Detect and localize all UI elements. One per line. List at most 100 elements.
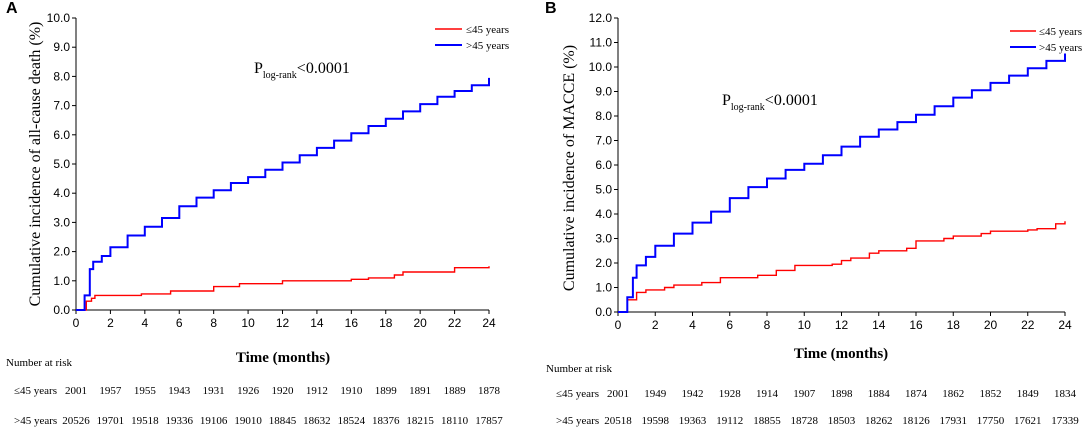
risk-value: 18215: [406, 415, 434, 427]
x-tick-label: 14: [310, 316, 324, 330]
y-tick-label: 8.0: [53, 69, 70, 83]
risk-value: 17750: [977, 415, 1005, 427]
y-tick-label: 9.0: [53, 40, 70, 54]
risk-value: 19106: [200, 415, 228, 427]
y-tick-label: 6.0: [595, 158, 612, 172]
risk-value: 1862: [942, 388, 964, 400]
risk-value: 1955: [134, 385, 157, 397]
p-subscript: log-rank: [263, 70, 297, 81]
risk-value: 17621: [1014, 415, 1042, 427]
y-tick-label: 5.0: [53, 157, 70, 171]
risk-table-title: Number at risk: [6, 357, 72, 369]
risk-value: 18376: [372, 415, 400, 427]
y-tick-label: 8.0: [595, 109, 612, 123]
risk-value: 19112: [716, 415, 743, 427]
risk-value: 18728: [791, 415, 819, 427]
x-tick-label: 8: [764, 318, 771, 332]
legend-label: ≤45 years: [1039, 26, 1082, 38]
risk-row-label: ≤45 years: [14, 385, 57, 397]
x-tick-label: 6: [726, 318, 733, 332]
x-tick-label: 24: [482, 316, 496, 330]
risk-row-label: ≤45 years: [556, 388, 599, 400]
risk-value: 17339: [1051, 415, 1079, 427]
risk-value: 19010: [234, 415, 262, 427]
risk-value: 1926: [237, 385, 260, 397]
risk-value: 19336: [166, 415, 194, 427]
risk-table: Number at risk ≤45 years 2001 1949 1942 1928 1…: [546, 363, 1079, 427]
y-tick-label: 6.0: [53, 128, 70, 142]
series-line-le45: [76, 266, 490, 311]
x-tick-label: 14: [872, 318, 886, 332]
risk-row-label: >45 years: [556, 415, 599, 427]
risk-value: 19701: [97, 415, 125, 427]
legend-label: >45 years: [466, 40, 509, 52]
series-line-gt45: [76, 77, 490, 311]
risk-value: 1942: [682, 388, 704, 400]
risk-value: 18524: [338, 415, 366, 427]
y-tick-label: 1.0: [53, 274, 70, 288]
x-tick-label: 6: [176, 316, 183, 330]
y-tick-label: 4.0: [595, 207, 612, 221]
x-tick-label: 4: [689, 318, 696, 332]
legend-label: ≤45 years: [466, 24, 509, 36]
x-tick-label: 0: [73, 316, 80, 330]
x-tick-label: 12: [835, 318, 849, 332]
risk-value: 1931: [203, 385, 225, 397]
x-tick-label: 20: [984, 318, 998, 332]
x-tick-label: 10: [241, 316, 255, 330]
risk-value: 1914: [756, 388, 779, 400]
risk-value: 17857: [475, 415, 503, 427]
risk-row-label: >45 years: [14, 415, 57, 427]
risk-value: 1884: [868, 388, 891, 400]
p-value-annotation: Plog-rank<0.0001: [722, 92, 818, 113]
risk-value: 1907: [793, 388, 816, 400]
p-value: <0.0001: [297, 60, 350, 77]
series-line-le45: [618, 221, 1066, 313]
legend: ≤45 years >45 years: [1010, 26, 1082, 54]
risk-value: 1874: [905, 388, 928, 400]
risk-value: 1928: [719, 388, 742, 400]
p-subscript: log-rank: [731, 102, 765, 113]
panel-b: B 0.0 1.0 2.0 3.0 4.0 5.0 6.0 7.0 8.0 9.0 10.0 11.0 1…: [545, 0, 1082, 427]
y-tick-label: 10.0: [47, 11, 71, 25]
x-tick-label: 2: [652, 318, 659, 332]
risk-value: 1834: [1054, 388, 1077, 400]
risk-table-title: Number at risk: [546, 363, 612, 375]
y-tick-label: 1.0: [595, 281, 612, 295]
x-axis-label: Time (months): [794, 346, 888, 362]
risk-value: 1910: [340, 385, 363, 397]
x-tick-label: 10: [798, 318, 812, 332]
x-tick-label: 12: [276, 316, 290, 330]
risk-table: Number at risk ≤45 years 2001 1957 1955 1943 1…: [6, 357, 503, 427]
y-tick-label: 7.0: [595, 134, 612, 148]
x-tick-label: 8: [210, 316, 217, 330]
risk-value: 1852: [980, 388, 1002, 400]
y-tick-label: 9.0: [595, 85, 612, 99]
risk-value: 2001: [607, 388, 629, 400]
y-tick-label: 7.0: [53, 99, 70, 113]
y-axis-label: Cumulative incidence of MACCE (%): [561, 45, 578, 291]
y-tick-label: 2.0: [53, 245, 70, 259]
x-tick-label: 20: [413, 316, 427, 330]
x-tick-label: 16: [909, 318, 923, 332]
x-tick-label: 4: [141, 316, 148, 330]
y-tick-label: 3.0: [595, 232, 612, 246]
x-tick-label: 2: [107, 316, 114, 330]
y-axis-label: Cumulative incidence of all-cause death …: [27, 22, 44, 307]
x-tick-label: 18: [947, 318, 961, 332]
risk-value: 1912: [306, 385, 328, 397]
risk-value: 18262: [865, 415, 893, 427]
y-tick-label: 11.0: [590, 36, 613, 50]
legend-label: >45 years: [1039, 42, 1082, 54]
risk-value: 1898: [831, 388, 854, 400]
panel-a: A0.01.02.03.04.05.06.07.08.09.010.00 2 4 6 8…: [6, 0, 509, 427]
risk-value: 1899: [375, 385, 398, 397]
risk-value: 20518: [604, 415, 632, 427]
y-tick-label: 2.0: [595, 256, 612, 270]
risk-value: 20526: [62, 415, 90, 427]
x-tick-label: 18: [379, 316, 393, 330]
series-line-gt45: [618, 53, 1066, 313]
x-tick-label: 22: [1021, 318, 1035, 332]
panel-label: B: [545, 0, 557, 17]
